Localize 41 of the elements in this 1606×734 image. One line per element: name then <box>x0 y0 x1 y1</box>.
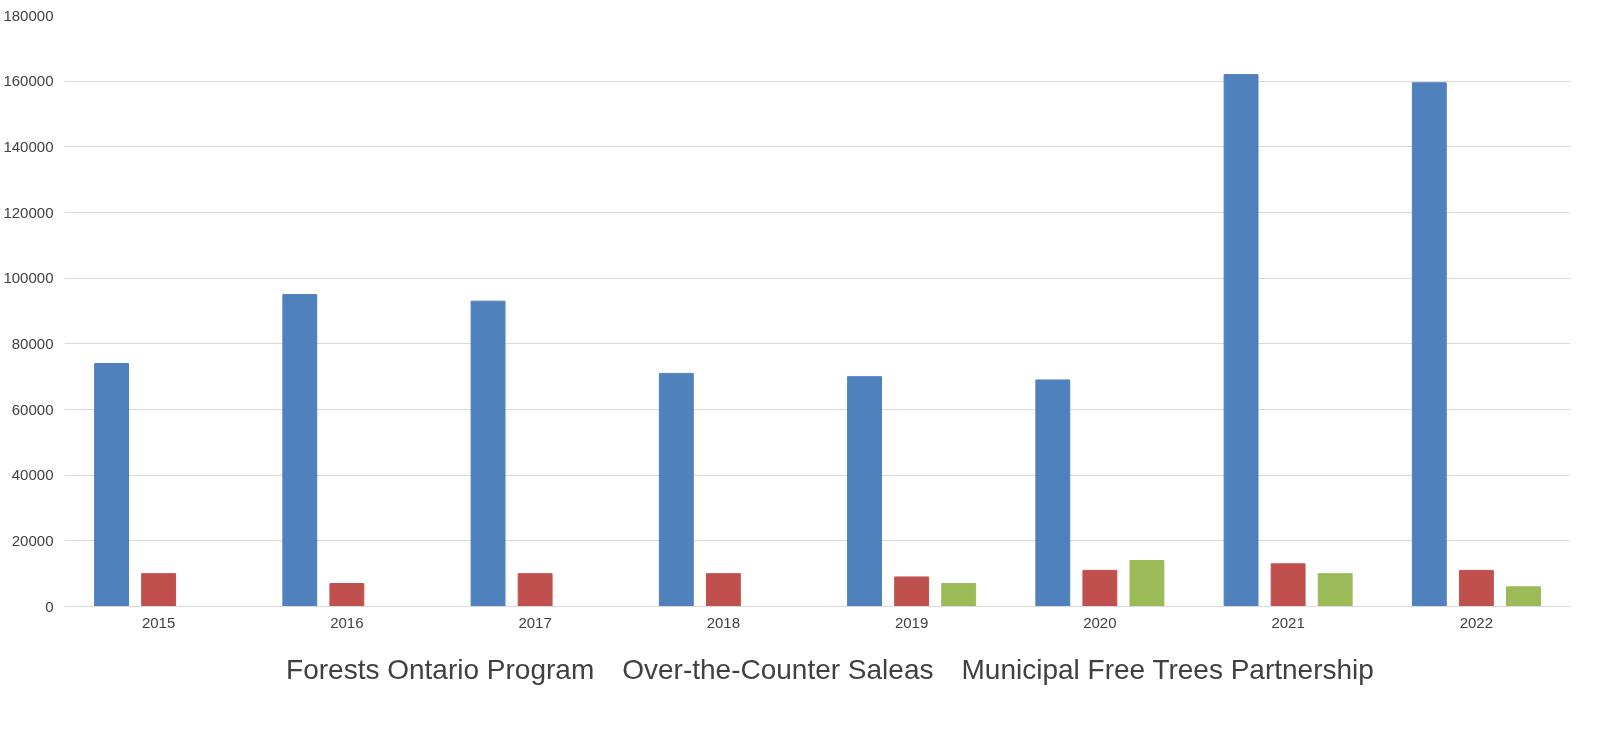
y-tick-label: 80000 <box>11 334 54 352</box>
bar <box>1505 586 1541 607</box>
y-tick-label: 100000 <box>3 269 54 287</box>
bar <box>517 573 553 607</box>
series-label: Over-the-Counter Saleas <box>622 654 934 686</box>
bar <box>894 576 930 607</box>
y-tick-label: 160000 <box>3 72 54 90</box>
y-tick-label: 180000 <box>3 6 54 24</box>
y-tick-label: 20000 <box>11 531 54 549</box>
bar <box>1270 563 1306 607</box>
x-tick-label: 2021 <box>1271 613 1305 631</box>
bar <box>1411 82 1447 607</box>
bar <box>941 583 977 607</box>
bar <box>282 294 318 607</box>
x-tick-label: 2015 <box>141 613 176 631</box>
bar <box>847 376 883 607</box>
bar <box>658 372 694 607</box>
x-tick-label: 2020 <box>1083 613 1117 631</box>
bar <box>1082 569 1118 607</box>
bar <box>329 583 365 607</box>
bar <box>1035 379 1071 607</box>
bar <box>470 300 506 607</box>
y-tick-label: 60000 <box>11 400 54 418</box>
bar <box>94 363 130 607</box>
y-tick-label: 0 <box>45 597 54 615</box>
bar <box>1317 573 1353 607</box>
bar <box>141 573 177 607</box>
y-tick-label: 40000 <box>11 466 54 484</box>
series-label: Forests Ontario Program <box>286 654 595 686</box>
x-tick-label: 2017 <box>518 613 552 631</box>
x-tick-label: 2018 <box>706 613 741 631</box>
x-tick-label: 2019 <box>894 613 929 631</box>
bar <box>705 573 741 607</box>
y-tick-label: 140000 <box>3 137 54 155</box>
y-tick-label: 120000 <box>3 203 54 221</box>
bar <box>1458 569 1494 607</box>
bar <box>1129 560 1165 607</box>
x-tick-label: 2022 <box>1459 613 1494 631</box>
bar <box>1223 74 1259 607</box>
series-label: Municipal Free Trees Partnership <box>961 654 1374 686</box>
x-tick-label: 2016 <box>330 613 364 631</box>
